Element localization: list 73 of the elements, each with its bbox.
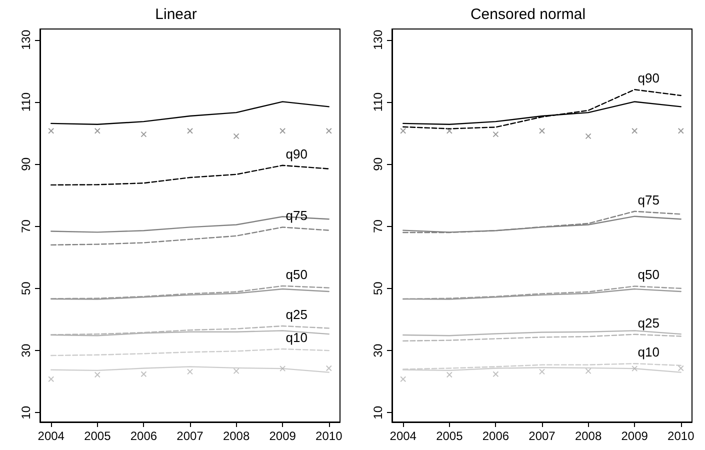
point — [446, 372, 452, 378]
y-tick-label: 130 — [371, 30, 385, 50]
x-tick-label: 2005 — [436, 429, 464, 443]
point — [48, 128, 54, 134]
point — [585, 133, 592, 140]
point — [326, 365, 332, 372]
x-tick-label: 2007 — [176, 429, 204, 443]
chart-title: Linear — [155, 6, 197, 23]
point — [492, 131, 499, 138]
x-tick-label: 2010 — [668, 429, 695, 443]
series-label: q50 — [638, 267, 660, 282]
chart-title: Censored normal — [470, 6, 586, 23]
point — [678, 128, 684, 134]
point — [400, 376, 406, 382]
x-tick-label: 2004 — [38, 429, 65, 443]
x-tick-label: 2004 — [390, 429, 417, 443]
y-tick-label: 10 — [19, 406, 33, 420]
x-tick-label: 2007 — [528, 429, 556, 443]
series-label: q75 — [286, 208, 308, 224]
point — [187, 128, 193, 134]
point — [140, 131, 147, 138]
point — [48, 376, 54, 382]
x-tick-label: 2006 — [482, 429, 510, 443]
point — [326, 128, 332, 134]
y-tick-label: 30 — [371, 344, 385, 358]
point — [632, 128, 638, 134]
point — [632, 366, 638, 372]
x-tick-label: 2005 — [84, 429, 112, 443]
point — [187, 368, 193, 375]
point — [280, 366, 286, 372]
y-tick-label: 70 — [371, 219, 385, 233]
x-tick-label: 2008 — [222, 429, 250, 443]
point — [400, 128, 406, 134]
y-tick-label: 90 — [19, 157, 33, 171]
y-tick-label: 130 — [19, 30, 33, 50]
series-label: q90 — [286, 146, 308, 162]
x-tick-label: 2008 — [574, 429, 602, 443]
series-label: q10 — [638, 344, 660, 360]
series-label: q90 — [638, 70, 660, 86]
series-label: q75 — [638, 192, 660, 208]
point — [492, 371, 499, 378]
x-tick-label: 2010 — [316, 429, 343, 443]
line-series — [50, 101, 330, 125]
x-tick-label: 2009 — [621, 429, 648, 443]
point — [446, 128, 452, 134]
y-tick-label: 30 — [19, 344, 33, 358]
y-tick-label: 50 — [371, 281, 385, 296]
point — [233, 133, 240, 140]
x-tick-label: 2009 — [269, 429, 296, 443]
point — [585, 368, 592, 374]
point — [678, 365, 684, 372]
point — [140, 371, 147, 378]
point — [94, 372, 100, 378]
series-label: q25 — [286, 307, 308, 322]
series-label: q10 — [286, 330, 308, 345]
point — [280, 128, 286, 134]
line-series — [50, 226, 330, 246]
line-series — [50, 348, 330, 356]
series-label: q25 — [638, 315, 660, 330]
series-label: q50 — [286, 266, 308, 282]
line-series — [50, 164, 330, 186]
y-tick-label: 110 — [19, 92, 33, 112]
point — [233, 368, 240, 374]
point — [94, 128, 100, 134]
point — [539, 368, 545, 375]
y-tick-label: 10 — [371, 406, 385, 420]
point — [539, 128, 545, 134]
y-tick-label: 90 — [371, 157, 385, 171]
x-tick-label: 2006 — [130, 429, 158, 443]
y-tick-label: 70 — [19, 219, 33, 233]
line-series — [402, 88, 682, 130]
y-tick-label: 50 — [19, 281, 33, 296]
y-tick-label: 110 — [371, 92, 385, 112]
